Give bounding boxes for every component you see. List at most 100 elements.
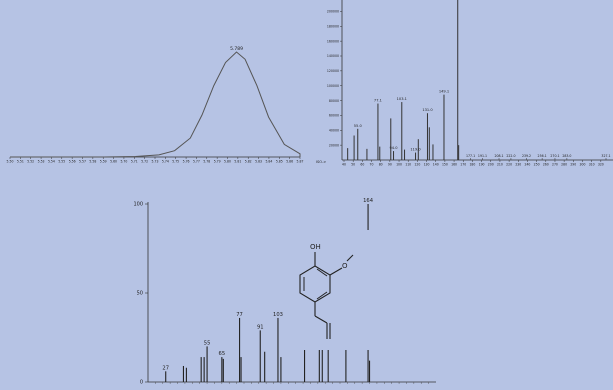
mass-spectrum-top-x-tick-label: 200 bbox=[488, 163, 494, 167]
chromatogram-x-tick-label: 5.59 bbox=[100, 160, 107, 164]
chromatogram-x-tick-label: 5.77 bbox=[193, 160, 200, 164]
mass-spectrum-top-x-tick-label: 60 bbox=[360, 163, 364, 167]
chromatogram-x-tick-label: 5.82 bbox=[245, 160, 252, 164]
mass-spectrum-top-y-tick-label: 120000 bbox=[327, 69, 339, 73]
chromatogram-x-tick-label: 5.80 bbox=[224, 160, 231, 164]
chromatogram-x-tick-label: 5.78 bbox=[203, 160, 210, 164]
mass-spectrum-top-y-tick-label: 180000 bbox=[327, 24, 339, 28]
mass-spectrum-library-y-tick-label: 0 bbox=[140, 380, 143, 386]
mass-spectrum-top-x-tick-label: 270 bbox=[552, 163, 558, 167]
chromatogram-trace bbox=[10, 51, 301, 158]
mass-spectrum-top-peak-label: 103.1 bbox=[397, 97, 407, 101]
mass-spectrum-top-x-tick-label: 120 bbox=[414, 163, 420, 167]
mass-spectrum-top-x-tick-label: 130 bbox=[424, 163, 430, 167]
mass-spectrum-top-x-tick-label: 240 bbox=[524, 163, 530, 167]
allyl-bond-2 bbox=[314, 315, 328, 324]
mass-spectrum-top-minor-label: 256.1 bbox=[538, 154, 547, 158]
chromatogram-x-tick-label: 5.81 bbox=[234, 160, 241, 164]
mass-spectrum-top-plot-area bbox=[342, 0, 613, 160]
mass-spectrum-top-x-tick-label: 260 bbox=[543, 163, 549, 167]
mass-spectrum-top-y-tick-label: 80000 bbox=[329, 99, 339, 103]
mass-spectrum-top-x-tick-label: 220 bbox=[506, 163, 512, 167]
chromatogram-chart: 5.50 5.51 5.52 5.53 5.54 5.55 5.56 5.57 5.58 5.59… bbox=[7, 10, 304, 164]
chromatogram-x-tick-label: 5.71 bbox=[131, 160, 138, 164]
mass-spectrum-top-axis-left-text: ISO-> bbox=[316, 160, 326, 164]
mass-spectrum-library-peak-label: 91 bbox=[257, 324, 264, 330]
mass-spectrum-top-minor-label: 177.1 bbox=[466, 154, 475, 158]
chromatogram-x-tick-label: 5.87 bbox=[297, 160, 304, 164]
mass-spectrum-top-x-tick-label: 290 bbox=[570, 163, 576, 167]
chromatogram-x-tick-label: 5.60 bbox=[110, 160, 117, 164]
mass-spectrum-top-y-tick-label: 40000 bbox=[329, 128, 339, 132]
mass-spectrum-library-y-tick-label: 100 bbox=[133, 202, 143, 208]
mass-spectrum-top-x-tick-label: 230 bbox=[515, 163, 521, 167]
mass-spectrum-top-y-tick-label: 140000 bbox=[327, 54, 339, 58]
methoxy-oxygen-label: O bbox=[342, 262, 348, 270]
chromatogram-x-tick-label: 5.58 bbox=[89, 160, 96, 164]
mass-spectrum-top-x-tick-label: 250 bbox=[534, 163, 540, 167]
mass-spectrum-top-peak-label: 149.1 bbox=[439, 90, 449, 94]
chromatogram-x-tick-label: 5.83 bbox=[255, 160, 262, 164]
mass-spectrum-top-y-tick-label: 200000 bbox=[327, 10, 339, 14]
mass-spectrum-top-x-tick-label: 160 bbox=[451, 163, 457, 167]
mass-spectrum-library-peak-label: 164 bbox=[363, 198, 374, 204]
mass-spectrum-top-x-tick-label: 300 bbox=[580, 163, 586, 167]
mass-spectrum-library-peak-label: 77 bbox=[236, 312, 243, 318]
mass-spectrum-top-x-tick-label: 280 bbox=[561, 163, 567, 167]
mass-spectrum-top-minor-label: 208.1 bbox=[494, 154, 503, 158]
mass-spectrum-top-minor-label: 222.0 bbox=[506, 154, 515, 158]
mass-spectrum-top-x-tick-label: 180 bbox=[469, 163, 475, 167]
chromatogram-x-tick-label: 5.85 bbox=[276, 160, 283, 164]
chromatogram-x-tick-label: 5.75 bbox=[172, 160, 179, 164]
mass-spectrum-top-x-tick-label: 210 bbox=[497, 163, 503, 167]
chromatogram-x-tick-label: 5.72 bbox=[141, 160, 148, 164]
mass-spectrum-top-y-tick-label: 100000 bbox=[327, 84, 339, 88]
mass-spectrum-top-peak-label: 119.0 bbox=[410, 148, 421, 152]
mass-spectrum-top-x-tick-label: 100 bbox=[396, 163, 402, 167]
mass-spectrum-top-peak-label: 94.0 bbox=[390, 146, 399, 150]
mass-spectrum-top-y-tick-label: 20000 bbox=[329, 143, 339, 147]
chromatogram-x-tick-label: 5.76 bbox=[183, 160, 190, 164]
mass-spectrum-top-panel: ISO-> 20000 40000 60000 80000 100000 120000 14… bbox=[306, 0, 613, 170]
mass-spectrum-top-x-tick-label: 140 bbox=[433, 163, 439, 167]
chromatogram-x-tick-label: 5.51 bbox=[17, 160, 24, 164]
methyl-bond bbox=[346, 254, 354, 262]
ring-double-bond-3 bbox=[316, 268, 328, 277]
mass-spectrum-top-minor-label: 270.1 bbox=[550, 154, 559, 158]
mass-spectrum-top-x-tick-label: 110 bbox=[405, 163, 411, 167]
chromatogram-plot-area bbox=[10, 10, 300, 158]
mass-spectrum-top-peak-label: 131.0 bbox=[422, 108, 433, 112]
mass-spectrum-top-peak-label: 77.1 bbox=[374, 99, 382, 103]
mass-spectrum-top-peak-label: 55.0 bbox=[354, 124, 363, 128]
chromatogram-x-tick-label: 5.86 bbox=[286, 160, 293, 164]
chromatogram-x-tick-label: 5.53 bbox=[38, 160, 45, 164]
hydroxyl-label: OH bbox=[310, 243, 321, 251]
methoxy-bond bbox=[329, 267, 343, 276]
mass-spectrum-top-x-tick-label: 170 bbox=[460, 163, 466, 167]
eugenol-structure-drawing: OH O bbox=[299, 243, 354, 339]
mass-spectrum-top-y-tick-label: 60000 bbox=[329, 114, 339, 118]
mass-spectrum-top-chart: ISO-> 20000 40000 60000 80000 100000 120000 14… bbox=[316, 0, 613, 167]
chromatogram-x-tick-label: 5.50 bbox=[7, 160, 14, 164]
mass-spectrum-top-minor-label: 327.1 bbox=[601, 154, 610, 158]
mass-spectrum-top-minor-label: 191.1 bbox=[478, 154, 487, 158]
mass-spectrum-top-x-tick-label: 80 bbox=[379, 163, 383, 167]
mass-spectrum-top-x-tick-label: 70 bbox=[370, 163, 374, 167]
mass-spectrum-top-x-tick-label: 50 bbox=[351, 163, 355, 167]
mass-spectrum-library-peak-label: 103 bbox=[273, 312, 283, 318]
mass-spectrum-top-x-tick-label: 310 bbox=[589, 163, 595, 167]
chromatogram-x-tick-label: 5.84 bbox=[265, 160, 272, 164]
mass-spectrum-top-y-tick-label: 160000 bbox=[327, 39, 339, 43]
chromatogram-peak-label: 5.789 bbox=[230, 46, 243, 52]
mass-spectrum-library-y-tick-label: 50 bbox=[137, 291, 143, 297]
mass-spectrum-top-minor-label: 283.0 bbox=[562, 154, 571, 158]
mass-spectrum-library-peak-label: 27 bbox=[162, 365, 169, 371]
mass-spectrum-library-peak-label: 55 bbox=[204, 340, 211, 346]
chromatogram-x-tick-label: 5.52 bbox=[27, 160, 34, 164]
ring-double-bond-2 bbox=[316, 291, 328, 300]
chromatogram-x-tick-label: 5.73 bbox=[152, 160, 159, 164]
chromatogram-x-tick-label: 5.57 bbox=[79, 160, 86, 164]
mass-spectrum-top-x-tick-label: 320 bbox=[598, 163, 604, 167]
